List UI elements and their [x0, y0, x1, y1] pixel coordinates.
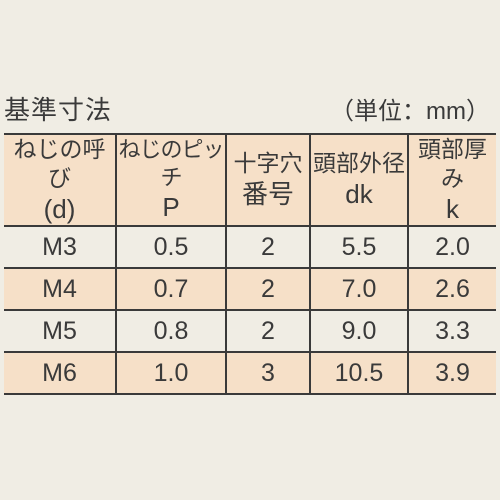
cell: 2: [226, 310, 310, 352]
cell: 2.6: [408, 268, 496, 310]
cell: M3: [4, 226, 116, 268]
header-row: ねじの呼び (d) ねじのピッチ P 十字穴 番号 頭部外径 dk 頭部厚み: [4, 134, 496, 226]
col-header-line2: k: [409, 193, 496, 226]
cell: 2.0: [408, 226, 496, 268]
table-row: M4 0.7 2 7.0 2.6: [4, 268, 496, 310]
cell: 7.0: [310, 268, 408, 310]
col-header-line1: 十字穴: [227, 149, 309, 178]
col-header-line2: P: [117, 191, 225, 224]
title-row: 基準寸法 （単位：mm）: [0, 90, 500, 133]
cell: M5: [4, 310, 116, 352]
cell: M4: [4, 268, 116, 310]
cell: 3: [226, 352, 310, 394]
cell: 0.8: [116, 310, 226, 352]
table-row: M5 0.8 2 9.0 3.3: [4, 310, 496, 352]
cell: 2: [226, 268, 310, 310]
cell: 3.3: [408, 310, 496, 352]
col-header-line1: ねじのピッチ: [117, 136, 225, 191]
cell: 1.0: [116, 352, 226, 394]
cell: 5.5: [310, 226, 408, 268]
cell: 10.5: [310, 352, 408, 394]
col-header-line1: 頭部外径: [311, 149, 407, 178]
table-row: M6 1.0 3 10.5 3.9: [4, 352, 496, 394]
cell: 9.0: [310, 310, 408, 352]
cell: M6: [4, 352, 116, 394]
cell: 0.7: [116, 268, 226, 310]
cell: 2: [226, 226, 310, 268]
cell: 3.9: [408, 352, 496, 394]
unit-label: （単位：mm）: [330, 91, 490, 126]
table-row: M3 0.5 2 5.5 2.0: [4, 226, 496, 268]
col-header-line2: dk: [311, 178, 407, 211]
col-header-dk: 頭部外径 dk: [310, 134, 408, 226]
spec-table: ねじの呼び (d) ねじのピッチ P 十字穴 番号 頭部外径 dk 頭部厚み: [4, 133, 496, 395]
col-header-line1: 頭部厚み: [409, 135, 496, 193]
col-header-d: ねじの呼び (d): [4, 134, 116, 226]
col-header-p: ねじのピッチ P: [116, 134, 226, 226]
cell: 0.5: [116, 226, 226, 268]
col-header-cross: 十字穴 番号: [226, 134, 310, 226]
table-body: M3 0.5 2 5.5 2.0 M4 0.7 2 7.0 2.6 M5 0.8…: [4, 226, 496, 394]
col-header-line2: 番号: [227, 178, 309, 211]
col-header-k: 頭部厚み k: [408, 134, 496, 226]
col-header-line2: (d): [4, 193, 115, 226]
col-header-line1: ねじの呼び: [4, 135, 115, 193]
page: 基準寸法 （単位：mm） ねじの呼び (d) ねじのピッチ P 十字穴 番号: [0, 0, 500, 500]
table-title: 基準寸法: [4, 90, 112, 127]
